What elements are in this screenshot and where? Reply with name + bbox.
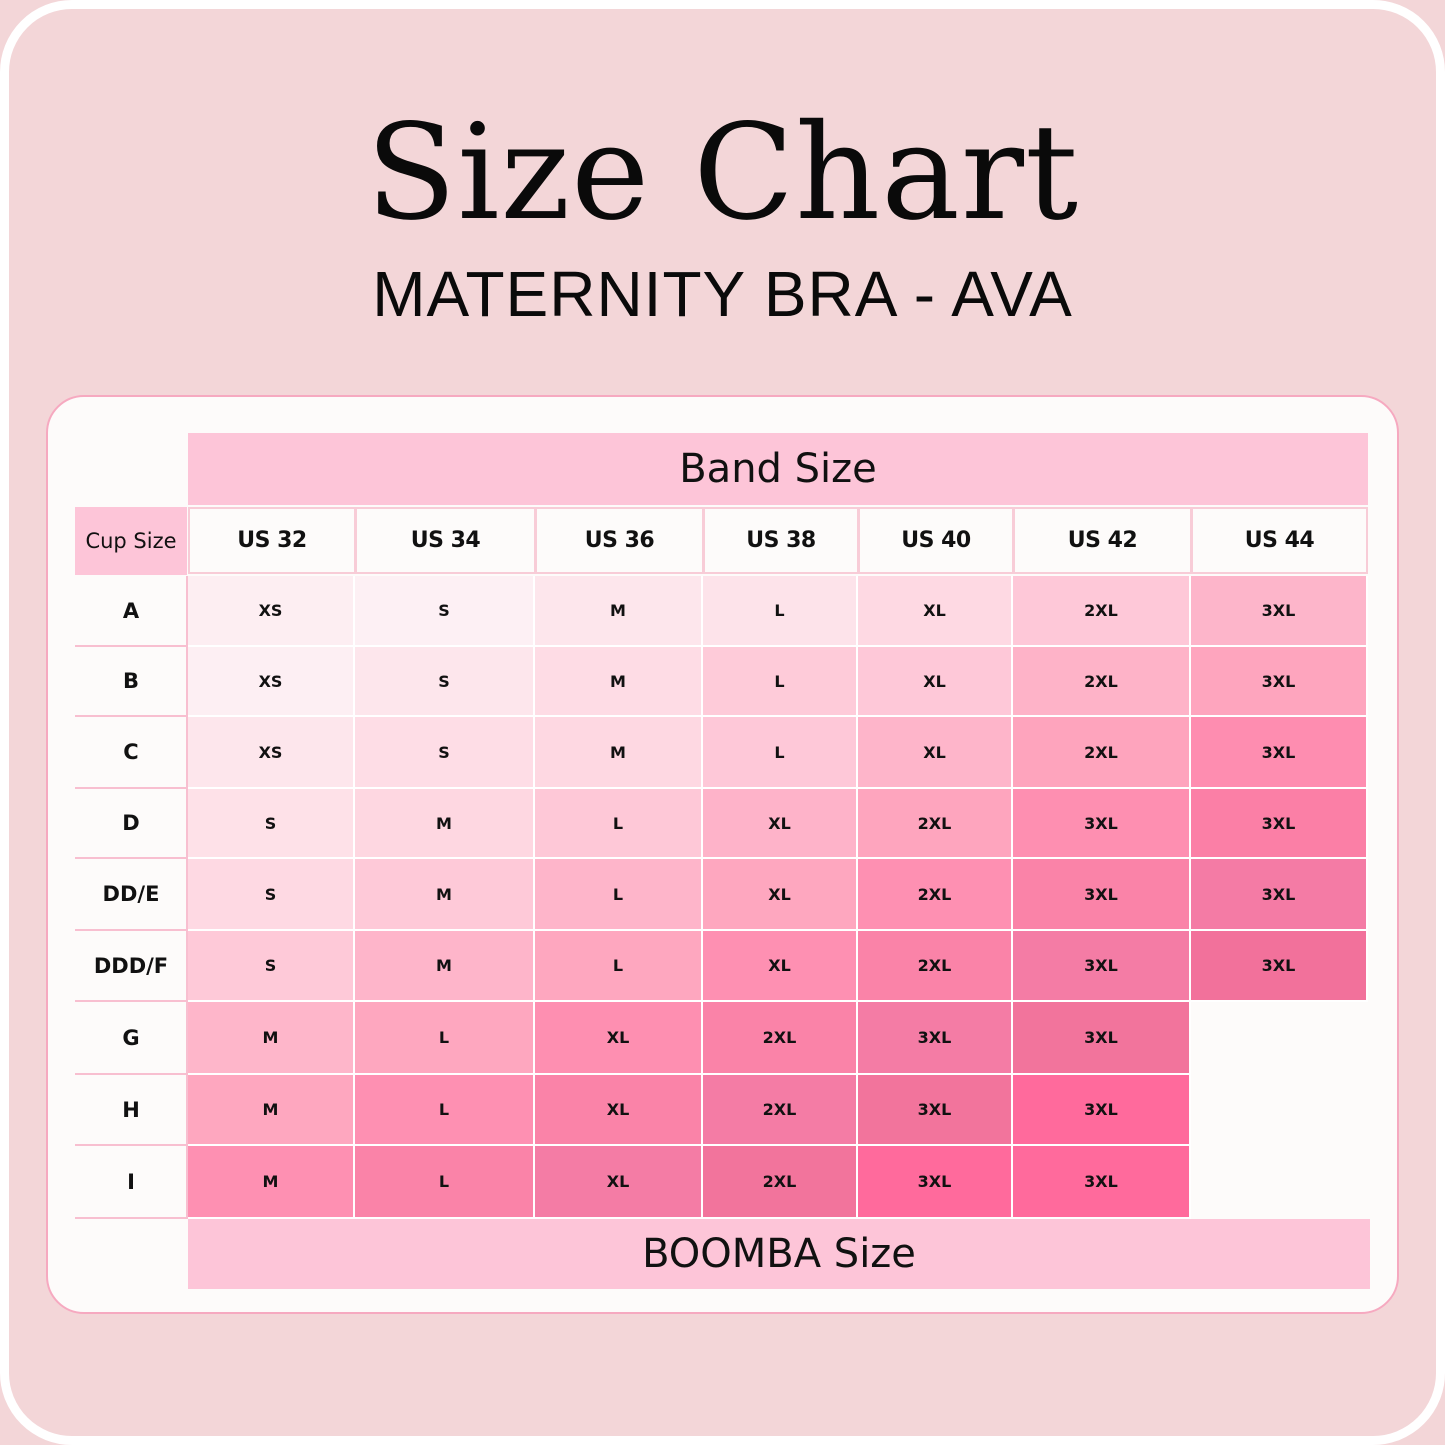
cup-size-label: I bbox=[75, 1146, 187, 1219]
size-cell: L bbox=[703, 576, 858, 647]
size-cell: XL bbox=[858, 576, 1013, 647]
size-cell: M bbox=[188, 1075, 355, 1146]
size-cell: S bbox=[355, 717, 535, 789]
size-cell: 2XL bbox=[858, 931, 1013, 1002]
size-cell: 3XL bbox=[1191, 859, 1368, 931]
size-cell: XL bbox=[535, 1002, 703, 1075]
cup-size-label: B bbox=[75, 647, 187, 717]
size-cell: XS bbox=[188, 576, 355, 647]
size-cell: M bbox=[535, 576, 703, 647]
size-cell: M bbox=[355, 931, 535, 1002]
size-cell: S bbox=[355, 647, 535, 717]
size-cell: XS bbox=[188, 717, 355, 789]
band-column-header: US 40 bbox=[858, 507, 1014, 574]
size-cell: L bbox=[355, 1146, 535, 1219]
cup-size-label: A bbox=[75, 576, 187, 647]
size-cell: 3XL bbox=[858, 1002, 1013, 1075]
size-cell: 3XL bbox=[858, 1075, 1013, 1146]
size-cell: 3XL bbox=[1013, 1075, 1191, 1146]
cup-size-label: D bbox=[75, 789, 187, 859]
band-column-header: US 36 bbox=[535, 507, 704, 574]
size-cell: L bbox=[535, 931, 703, 1002]
size-cell: 3XL bbox=[1191, 931, 1368, 1002]
band-column-header: US 44 bbox=[1191, 507, 1368, 574]
size-cell: 2XL bbox=[703, 1146, 858, 1219]
size-cell: L bbox=[535, 789, 703, 859]
size-cell: L bbox=[703, 717, 858, 789]
band-size-header: Band Size bbox=[188, 433, 1368, 505]
size-cell: M bbox=[188, 1002, 355, 1075]
size-cell: XL bbox=[858, 717, 1013, 789]
size-cell: M bbox=[535, 647, 703, 717]
size-cell: M bbox=[355, 859, 535, 931]
page-title: Size Chart bbox=[365, 96, 1080, 250]
cup-size-label: C bbox=[75, 717, 187, 789]
size-cell: L bbox=[703, 647, 858, 717]
size-cell: XL bbox=[858, 647, 1013, 717]
size-cell: 3XL bbox=[1191, 647, 1368, 717]
band-column-header: US 32 bbox=[188, 507, 356, 574]
size-cell: M bbox=[355, 789, 535, 859]
cup-size-label: G bbox=[75, 1002, 187, 1075]
size-cell: S bbox=[355, 576, 535, 647]
size-cell: 3XL bbox=[1013, 859, 1191, 931]
size-cell: 3XL bbox=[1013, 931, 1191, 1002]
size-cell: S bbox=[188, 789, 355, 859]
size-cell: 2XL bbox=[1013, 576, 1191, 647]
size-cell: 3XL bbox=[858, 1146, 1013, 1219]
size-cell: 2XL bbox=[1013, 717, 1191, 789]
size-cell: XL bbox=[703, 789, 858, 859]
size-cell: M bbox=[188, 1146, 355, 1219]
size-cell: XL bbox=[703, 931, 858, 1002]
size-cell: 2XL bbox=[858, 859, 1013, 931]
cup-column-divider bbox=[186, 576, 188, 1219]
size-cell: XS bbox=[188, 647, 355, 717]
band-column-header: US 42 bbox=[1013, 507, 1192, 574]
size-cell: M bbox=[535, 717, 703, 789]
size-cell: XL bbox=[535, 1075, 703, 1146]
size-cell: 2XL bbox=[703, 1002, 858, 1075]
size-cell: 3XL bbox=[1191, 717, 1368, 789]
size-cell: 3XL bbox=[1013, 1002, 1191, 1075]
size-cell: 3XL bbox=[1013, 1146, 1191, 1219]
size-cell: 3XL bbox=[1191, 576, 1368, 647]
band-column-header: US 38 bbox=[703, 507, 859, 574]
size-cell: XL bbox=[535, 1146, 703, 1219]
size-cell: L bbox=[355, 1002, 535, 1075]
size-cell: 3XL bbox=[1191, 789, 1368, 859]
cup-size-label: DD/E bbox=[75, 859, 187, 931]
size-cell: S bbox=[188, 931, 355, 1002]
size-cell: 3XL bbox=[1013, 789, 1191, 859]
size-cell: 2XL bbox=[858, 789, 1013, 859]
product-subtitle: MATERNITY BRA - AVA bbox=[372, 258, 1073, 330]
cup-size-header: Cup Size bbox=[75, 507, 187, 575]
size-cell: S bbox=[188, 859, 355, 931]
size-cell: L bbox=[535, 859, 703, 931]
size-cell: 2XL bbox=[1013, 647, 1191, 717]
size-cell: L bbox=[355, 1075, 535, 1146]
cup-size-label: H bbox=[75, 1075, 187, 1146]
size-cell: XL bbox=[703, 859, 858, 931]
cup-size-label: DDD/F bbox=[75, 931, 187, 1002]
boomba-size-footer: BOOMBA Size bbox=[188, 1219, 1370, 1289]
size-cell: 2XL bbox=[703, 1075, 858, 1146]
band-column-header: US 34 bbox=[355, 507, 536, 574]
